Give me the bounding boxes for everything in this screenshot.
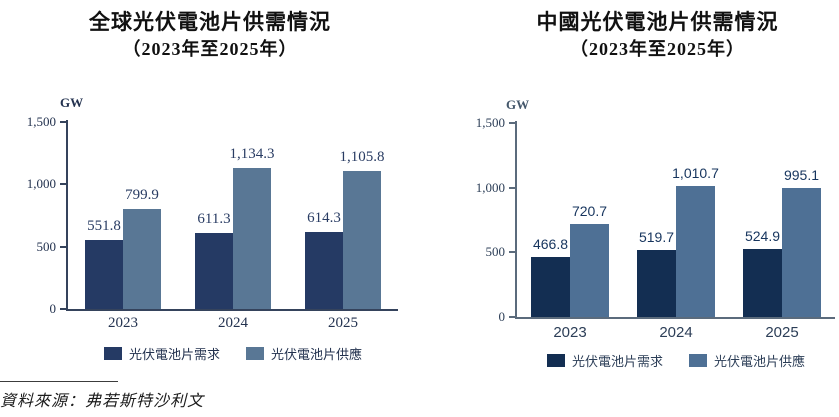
bar-value-label: 614.3 [307, 210, 341, 226]
plot-area: 1,500 1,000 500 0 466.8 720.7 [476, 115, 835, 324]
y-tick-label: 1,000 [26, 176, 56, 192]
legend-label: 光伏電池片需求 [571, 354, 663, 369]
bar-value-label: 995.1 [783, 167, 820, 183]
bar-groups: 466.8 720.7 519.7 1,010.7 52 [517, 123, 835, 317]
bar-supply-2025: 995.1 [782, 167, 821, 317]
bar-value-label: 1,134.3 [229, 146, 275, 162]
y-tick-mark [60, 121, 66, 123]
bar-supply-2023: 799.9 [123, 187, 161, 309]
y-tick-label: 1,500 [475, 115, 505, 130]
bar-supply-2023: 720.7 [570, 203, 609, 317]
bar-value-label: 611.3 [197, 211, 231, 227]
bar-group-2024: 519.7 1,010.7 [637, 165, 719, 317]
y-tick-mark [509, 316, 515, 318]
legend-label: 光伏電池片供應 [271, 347, 363, 362]
bar-group-2024: 611.3 1,134.3 [195, 146, 275, 309]
chart-title: 中國光伏電池片供需情況 [536, 10, 779, 34]
x-tick-label: 2023 [108, 315, 138, 331]
x-tick-label: 2024 [218, 315, 248, 331]
bar-value-label: 466.8 [532, 236, 569, 252]
legend-item-demand: 光伏電池片需求 [546, 351, 663, 370]
bar-value-label: 551.8 [87, 218, 121, 234]
legend-item-supply: 光伏電池片供應 [246, 344, 362, 363]
y-axis-unit: GW [506, 97, 530, 112]
bar-demand-2025: 614.3 [305, 210, 343, 309]
chart-subtitle: （2023年至2025年） [570, 39, 745, 59]
y-tick-mark [60, 183, 66, 186]
y-tick-label: 1,000 [475, 179, 505, 195]
chart-title: 全球光伏電池片供需情況 [89, 10, 331, 34]
legend-swatch-supply [246, 347, 264, 360]
bar-value-label: 799.9 [125, 187, 159, 203]
y-tick-mark [60, 308, 66, 310]
y-tick-label: 0 [49, 301, 57, 316]
plot-area: 1,500 1,000 500 0 551.8 799.9 [27, 114, 398, 316]
y-tick-label: 0 [498, 309, 506, 324]
bar-supply-2024: 1,010.7 [672, 165, 719, 317]
bar-group-2025: 524.9 995.1 [743, 167, 821, 317]
x-axis-line [66, 309, 398, 311]
x-tick-label: 2025 [765, 324, 799, 341]
x-axis-labels: 2023 2024 2025 [68, 315, 398, 332]
y-tick-label: 500 [36, 238, 57, 254]
y-tick-label: 500 [485, 244, 506, 260]
legend: 光伏電池片需求 光伏電池片供應 [48, 344, 418, 363]
bar-value-label: 720.7 [571, 203, 608, 219]
chart-panel-global: 全球光伏電池片供需情況 （2023年至2025年） GW 1,500 1,000… [0, 0, 420, 380]
chart-panel-china: 中國光伏電池片供需情況 （2023年至2025年） GW 1,500 1,000… [420, 0, 839, 380]
bar-supply-2024: 1,134.3 [230, 146, 275, 309]
y-axis-line [515, 121, 517, 319]
x-tick-label: 2025 [328, 315, 358, 331]
chart-subtitle: （2023年至2025年） [122, 39, 298, 59]
bar-demand-2024: 611.3 [195, 211, 233, 309]
bar-demand-2023: 551.8 [85, 218, 123, 309]
y-axis-line [66, 120, 68, 311]
y-tick-mark [509, 122, 515, 124]
legend-swatch-demand [103, 347, 122, 360]
legend-swatch-demand [546, 354, 565, 367]
bar-demand-2023: 466.8 [531, 236, 570, 317]
bar-group-2023: 551.8 799.9 [85, 187, 161, 309]
bar-value-label: 1,010.7 [672, 165, 719, 181]
bar-supply-2025: 1,105.8 [340, 149, 385, 309]
bar-value-label: 519.7 [638, 229, 675, 245]
legend-label: 光伏電池片需求 [128, 347, 220, 362]
y-axis-unit: GW [60, 95, 84, 110]
bar-group-2025: 614.3 1,105.8 [305, 149, 385, 309]
bar-value-label: 1,105.8 [339, 149, 385, 165]
y-tick-label: 1,500 [26, 114, 56, 129]
source-note: 資料來源：弗若斯特沙利文 [0, 393, 205, 410]
legend-swatch-supply [689, 354, 707, 367]
bar-group-2023: 466.8 720.7 [531, 203, 609, 317]
bar-value-label: 524.9 [744, 228, 781, 244]
bar-demand-2025: 524.9 [743, 228, 782, 317]
bar-groups: 551.8 799.9 611.3 1,134.3 61 [68, 122, 398, 309]
x-axis-labels: 2023 2024 2025 [517, 324, 835, 341]
bar-demand-2024: 519.7 [637, 229, 676, 317]
legend-item-supply: 光伏電池片供應 [689, 351, 805, 370]
x-tick-label: 2024 [659, 324, 693, 341]
legend-item-demand: 光伏電池片需求 [103, 344, 220, 363]
x-tick-label: 2023 [553, 324, 587, 341]
x-axis-line [515, 317, 835, 319]
y-tick-mark [60, 245, 66, 248]
y-tick-mark [509, 251, 515, 254]
legend-label: 光伏電池片供應 [714, 354, 806, 369]
source-divider [0, 381, 118, 382]
y-tick-mark [509, 186, 515, 189]
legend: 光伏電池片需求 光伏電池片供應 [507, 351, 839, 370]
